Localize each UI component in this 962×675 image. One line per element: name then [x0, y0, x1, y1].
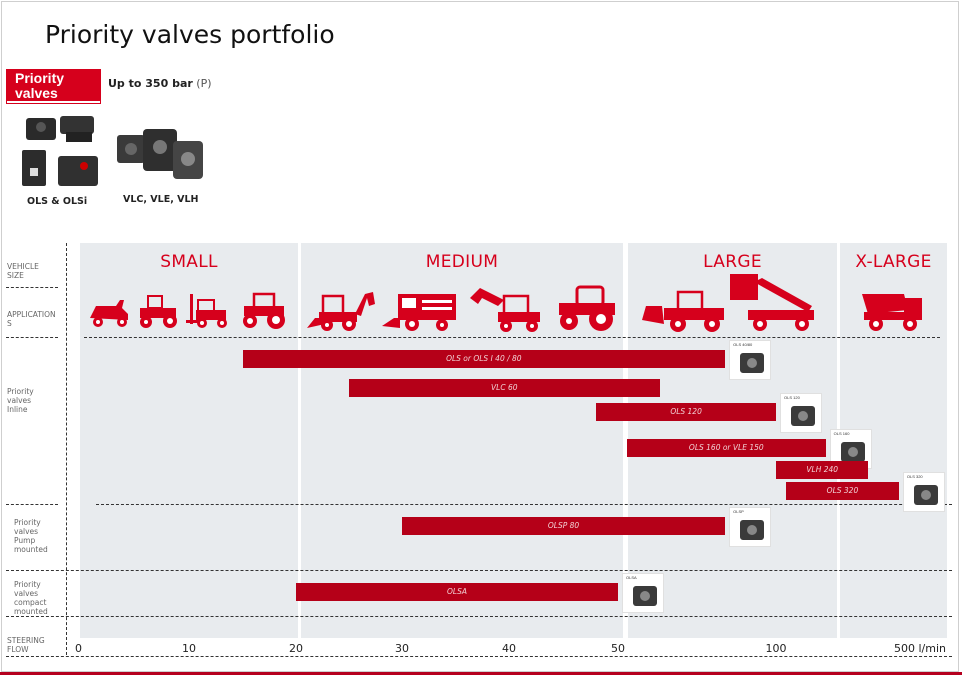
- range-bar: OLS 120: [596, 403, 776, 421]
- wheel-loader-icon: [642, 290, 724, 332]
- x-tick-label: 20: [289, 642, 303, 655]
- ols-valve-icon: [22, 116, 98, 186]
- x-tick-label: 50: [611, 642, 625, 655]
- valve-thumbnail-label: OLS 320: [906, 474, 923, 479]
- x-tick-label: 40: [502, 642, 516, 655]
- size-xlarge: X-LARGE: [855, 252, 932, 272]
- x-tick-label: 500 l/min: [894, 642, 946, 655]
- range-bar: OLSP 80: [402, 517, 726, 535]
- pressure-unit: (P): [196, 77, 212, 90]
- category-badge: Priority valves: [6, 69, 101, 104]
- range-bar: OLS 320: [786, 482, 899, 500]
- range-bar: VLH 240: [776, 461, 869, 479]
- row-label-pump: Priority valves Pump mounted: [14, 518, 48, 554]
- backhoe-loader-icon: [307, 292, 375, 331]
- row-label-inline: Priority valves Inline: [7, 387, 34, 414]
- valve-photo-icon: [913, 485, 938, 505]
- small-tractor-icon: [243, 292, 285, 329]
- page-title: Priority valves portfolio: [45, 20, 335, 49]
- size-small: SMALL: [160, 252, 218, 272]
- valve-photo-icon: [633, 586, 657, 606]
- excavator-icon: [470, 288, 540, 332]
- valve-thumbnail: OLS 320: [902, 472, 945, 512]
- valve-thumbnail-label: OLSA: [626, 575, 637, 580]
- forklift-icon: [186, 294, 227, 328]
- range-bar: OLS or OLS I 40 / 80: [242, 350, 726, 368]
- valve-thumbnail-label: OLSP: [733, 509, 744, 514]
- range-bar: OLS 160 or VLE 150: [626, 439, 826, 457]
- lawn-mower-icon: [90, 300, 128, 327]
- divider-axis: [6, 656, 952, 657]
- valve-thumbnail-label: OLS 120: [784, 395, 800, 400]
- dump-truck-icon: [862, 294, 922, 331]
- divider-vertical: [66, 243, 67, 655]
- telehandler-icon: [730, 274, 814, 331]
- divider-apps: [84, 337, 940, 338]
- pressure-text: Up to 350 bar: [108, 77, 193, 90]
- divider-size: [6, 287, 58, 288]
- range-bar: VLC 60: [349, 379, 660, 397]
- divider-inline: [96, 504, 952, 505]
- compact-tractor-icon: [140, 295, 177, 328]
- valve-thumbnail: OLSA: [622, 573, 664, 613]
- row-label-applications: APPLICATION S: [7, 310, 56, 328]
- valve-thumbnail: OLS 120: [780, 393, 822, 433]
- vlc-valve-icon: [117, 129, 203, 179]
- valve-thumbnail: OLS 40/80: [729, 340, 772, 380]
- footer-accent-line: [0, 672, 962, 675]
- row-label-vehicle-size: VEHICLE SIZE: [7, 262, 39, 280]
- x-tick-label: 0: [75, 642, 82, 655]
- size-large: LARGE: [703, 252, 762, 272]
- divider-apps-left: [6, 337, 58, 338]
- x-tick-label: 10: [182, 642, 196, 655]
- valve-photo-icon: [791, 406, 815, 426]
- valve-photo-icon: [740, 353, 765, 373]
- valve-thumbnail-label: OLS 160: [833, 431, 850, 436]
- divider-pump: [6, 570, 952, 571]
- valve-photo-icon: [740, 520, 765, 540]
- row-label-steering: STEERING FLOW: [7, 636, 45, 654]
- valve-thumbnail: OLSP: [729, 507, 772, 547]
- divider-compact: [6, 616, 952, 617]
- valve-photo-icon: [840, 442, 865, 462]
- size-medium: MEDIUM: [425, 252, 499, 272]
- x-tick-label: 30: [395, 642, 409, 655]
- pressure-rating: Up to 350 bar (P): [108, 77, 212, 90]
- row-label-compact: Priority valves compact mounted: [14, 580, 48, 616]
- large-tractor-icon: [559, 285, 615, 331]
- range-bar: OLSA: [296, 583, 618, 601]
- product-label-ols: OLS & OLSi: [27, 196, 88, 207]
- combine-harvester-icon: [382, 294, 456, 331]
- valve-thumbnail-label: OLS 40/80: [733, 342, 753, 347]
- divider-inline-left: [6, 504, 58, 505]
- product-label-vlc: VLC, VLE, VLH: [123, 194, 199, 205]
- x-tick-label: 100: [765, 642, 787, 655]
